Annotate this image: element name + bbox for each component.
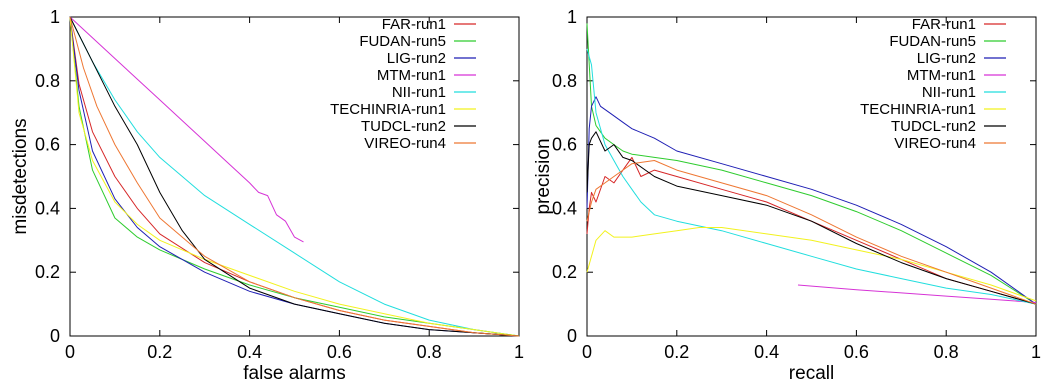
y-tick-label: 0.2 — [35, 262, 60, 282]
series-line-lig-run2 — [586, 96, 1037, 305]
x-tick-label: 0.4 — [754, 342, 779, 362]
y-tick-label: 0.8 — [552, 71, 577, 91]
legend-label: TUDCL-run2 — [891, 118, 976, 135]
x-tick-label: 0 — [65, 342, 75, 362]
y-tick-label: 0 — [567, 326, 577, 346]
y-tick-label: 0.4 — [35, 198, 60, 218]
legend-label: VIREO-run4 — [894, 135, 976, 152]
y-tick-label: 0.4 — [552, 198, 577, 218]
series-line-tudcl-run2 — [586, 131, 1037, 305]
legend-label: FUDAN-run5 — [359, 33, 446, 50]
x-tick-label: 0.4 — [237, 342, 262, 362]
legend-label: TECHINRIA-run1 — [330, 101, 446, 118]
x-axis-label: recall — [789, 363, 834, 384]
series-line-vireo-run4 — [69, 16, 520, 337]
x-axis-label: false alarms — [243, 363, 345, 384]
legend-label: TUDCL-run2 — [361, 118, 446, 135]
y-tick-label: 1 — [50, 7, 60, 27]
legend-label: MTM-run1 — [377, 67, 446, 84]
legend-label: TECHINRIA-run1 — [860, 101, 976, 118]
series-line-techinria-run1 — [69, 16, 520, 337]
x-tick-label: 0.8 — [934, 342, 959, 362]
plot-frame — [586, 16, 1037, 337]
plot-frame — [69, 16, 520, 337]
legend-label: LIG-run2 — [917, 50, 976, 67]
series-line-tudcl-run2 — [69, 16, 520, 337]
x-tick-label: 1 — [1031, 342, 1041, 362]
legend-label: LIG-run2 — [387, 50, 446, 67]
series-line-vireo-run4 — [586, 160, 1037, 305]
x-tick-label: 0 — [582, 342, 592, 362]
y-axis-label: misdetections — [10, 118, 31, 234]
series-line-nii-run1 — [69, 16, 520, 337]
x-tick-label: 0.6 — [327, 342, 352, 362]
series-line-nii-run1 — [586, 48, 1037, 305]
legend-label: FAR-run1 — [912, 16, 976, 33]
series-line-mtm-run1 — [797, 284, 1037, 303]
y-tick-label: 0.6 — [35, 135, 60, 155]
series-line-far-run1 — [69, 16, 520, 337]
x-tick-label: 0.6 — [844, 342, 869, 362]
x-tick-label: 0.2 — [664, 342, 689, 362]
series-line-mtm-run1 — [69, 16, 304, 243]
y-tick-label: 0.8 — [35, 71, 60, 91]
y-tick-label: 1 — [567, 7, 577, 27]
x-tick-label: 0.8 — [417, 342, 442, 362]
series-line-lig-run2 — [69, 16, 520, 337]
legend-label: MTM-run1 — [907, 67, 976, 84]
y-tick-label: 0 — [50, 326, 60, 346]
det-curve-chart: 0 0.2 0.4 0.6 0.8 1 0 0.2 0.4 0.6 0.8 1 false alarms… — [10, 7, 524, 384]
y-axis-label: precision — [533, 138, 554, 214]
legend-label: NII-run1 — [392, 84, 446, 101]
series-line-fudan-run5 — [69, 16, 520, 337]
x-tick-label: 0.2 — [147, 342, 172, 362]
series-line-far-run1 — [586, 156, 1037, 305]
precision-recall-chart: 0 0.2 0.4 0.6 0.8 1 0 0.2 0.4 0.6 0.8 1 recall precis… — [533, 7, 1041, 384]
y-tick-label: 0.2 — [552, 262, 577, 282]
x-tick-label: 1 — [514, 342, 524, 362]
y-tick-label: 0.6 — [552, 135, 577, 155]
legend-label: NII-run1 — [922, 84, 976, 101]
series-line-techinria-run1 — [586, 227, 1037, 302]
legend-label: FUDAN-run5 — [889, 33, 976, 50]
legend-label: VIREO-run4 — [364, 135, 446, 152]
legend-label: FAR-run1 — [382, 16, 446, 33]
